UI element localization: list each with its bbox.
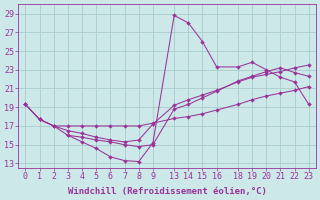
X-axis label: Windchill (Refroidissement éolien,°C): Windchill (Refroidissement éolien,°C) bbox=[68, 187, 267, 196]
